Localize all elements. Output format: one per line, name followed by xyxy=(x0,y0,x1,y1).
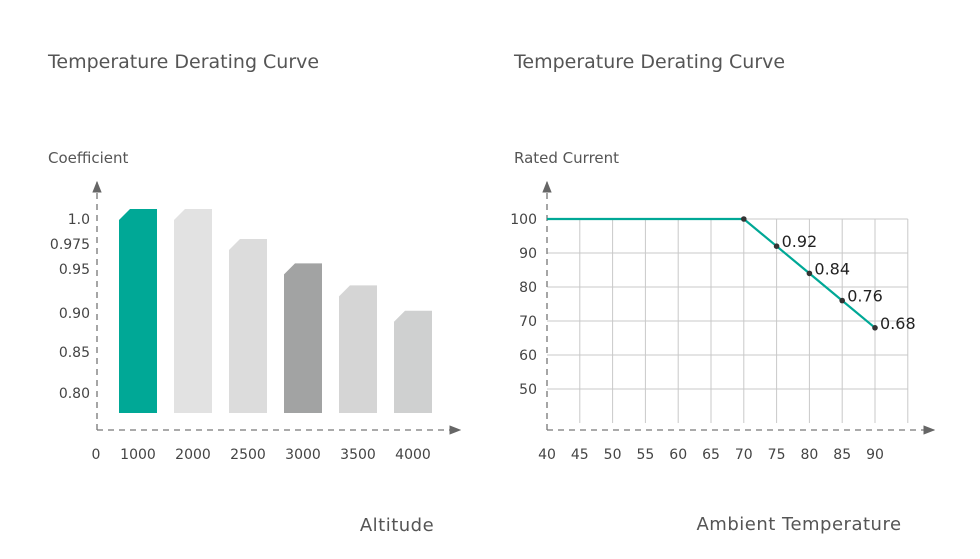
line-chart-x-tick-label: 80 xyxy=(800,447,818,463)
bar-chart-y-tick-label: 0.80 xyxy=(59,386,90,402)
bar-chart-y-ticks: 0.80 0.85 0.90 0.95 0.975 1.0 xyxy=(50,212,90,402)
line-chart-x-tick-label: 50 xyxy=(604,447,622,463)
bar-chart-y-tick-label: 0.95 xyxy=(59,262,90,278)
line-chart-series: 0.92 0.84 0.76 0.68 xyxy=(547,216,916,333)
data-point xyxy=(773,243,780,249)
line-chart-x-tick-label: 85 xyxy=(833,447,851,463)
bar-chart-y-tick-label: 1.0 xyxy=(68,212,90,228)
data-point-label: 0.92 xyxy=(782,232,818,251)
bar-chart-x-tick-label: 4000 xyxy=(395,447,431,463)
data-point xyxy=(806,270,813,277)
bar-chart-x-ticks: 1000 2000 2500 3000 3500 4000 xyxy=(120,447,431,463)
line-chart-y-ticks: 50 60 70 80 90 100 xyxy=(510,212,537,398)
rated-current-line-chart: Temperature Derating Curve Rated Current… xyxy=(510,51,936,535)
line-chart-x-tick-label: 55 xyxy=(636,447,654,463)
line-chart-x-tick-label: 75 xyxy=(768,447,786,463)
line-chart-grid xyxy=(547,218,909,423)
bar-4000 xyxy=(394,310,432,413)
bar-1000 xyxy=(119,209,157,413)
line-chart-x-tick-label: 40 xyxy=(538,447,556,463)
line-chart-x-axis-title: Ambient Temperature xyxy=(696,514,901,535)
line-chart-x-tick-label: 60 xyxy=(669,447,687,463)
bar-3000 xyxy=(284,263,322,413)
data-point xyxy=(839,297,845,304)
bar-2500 xyxy=(229,239,267,413)
line-chart-y-tick-label: 90 xyxy=(519,246,537,262)
bar-chart-x-tick-label: 1000 xyxy=(120,447,156,463)
line-chart-y-tick-label: 100 xyxy=(510,212,537,228)
line-chart-y-axis-title: Rated Current xyxy=(514,149,619,167)
bar-chart-x-axis-title: Altitude xyxy=(360,515,434,536)
bar-chart-y-tick-label: 0.85 xyxy=(59,345,90,361)
line-chart-x-tick-label: 45 xyxy=(571,447,589,463)
bar-chart-bars xyxy=(119,209,432,413)
bar-2000 xyxy=(174,209,212,413)
line-chart-y-tick-label: 60 xyxy=(519,348,537,364)
data-point-label: 0.76 xyxy=(847,287,883,306)
data-point-label: 0.68 xyxy=(880,314,916,333)
bar-chart-y-tick-label: 0.975 xyxy=(50,237,90,253)
bar-chart-x-tick-label: 2500 xyxy=(230,447,266,463)
line-chart-x-ticks: 40 45 50 55 60 65 70 75 80 85 90 xyxy=(538,447,884,463)
data-point xyxy=(872,325,878,331)
line-chart-x-tick-label: 90 xyxy=(866,447,884,463)
line-chart-title: Temperature Derating Curve xyxy=(513,51,785,73)
line-chart-x-tick-label: 70 xyxy=(735,447,753,463)
bar-chart-x-origin-label: 0 xyxy=(92,447,101,463)
bar-3500 xyxy=(339,285,377,413)
bar-chart-y-tick-label: 0.90 xyxy=(59,306,90,322)
bar-chart-title: Temperature Derating Curve xyxy=(47,51,319,73)
rated-current-line xyxy=(547,217,876,329)
altitude-bar-chart: Temperature Derating Curve Coefficient 0… xyxy=(47,51,462,536)
line-chart-y-tick-label: 80 xyxy=(519,280,537,296)
data-point-label: 0.84 xyxy=(814,259,850,278)
bar-chart-y-axis-title: Coefficient xyxy=(48,149,129,167)
bar-chart-x-tick-label: 3000 xyxy=(285,447,321,463)
bar-chart-x-tick-label: 3500 xyxy=(340,447,376,463)
line-chart-y-tick-label: 50 xyxy=(519,382,537,398)
data-point xyxy=(741,216,747,222)
bar-chart-x-tick-label: 2000 xyxy=(175,447,211,463)
line-chart-x-tick-label: 65 xyxy=(702,447,720,463)
line-chart-y-tick-label: 70 xyxy=(519,314,537,330)
